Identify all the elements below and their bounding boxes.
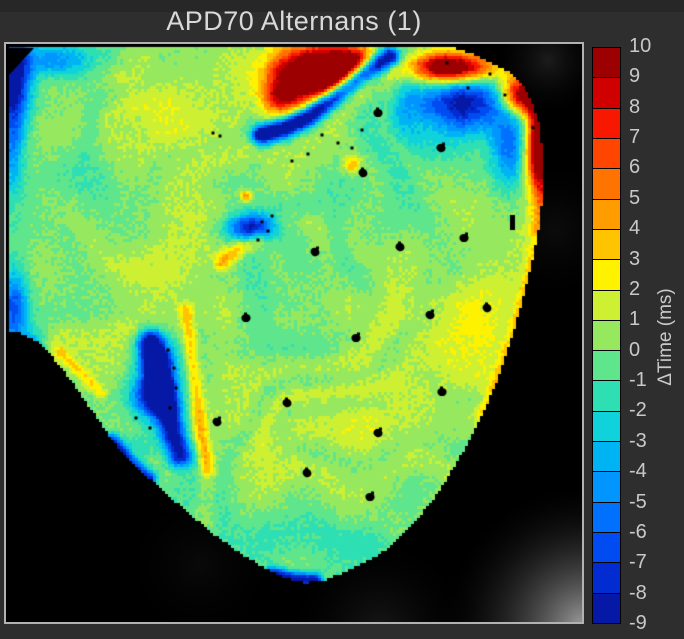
colorbar-segment [593,107,620,138]
colorbar-segment [593,441,620,472]
colorbar-tick-label: -8 [629,581,647,604]
colorbar-segment [593,198,620,229]
colorbar-tick-label: 2 [629,277,641,300]
colorbar-tick-label: 4 [629,217,641,240]
colorbar-segment [593,319,620,351]
colorbar-tick-label: -5 [629,490,647,513]
colorbar-tick-label: -7 [629,551,647,574]
colorbar-segment [593,350,620,381]
colorbar-tick-label: 8 [629,95,641,118]
colorbar-tick-label: -6 [629,520,647,543]
colorbar-segment [593,137,620,169]
top-strip [0,0,684,12]
chart-title: APD70 Alternans (1) [166,5,422,36]
colorbar-segment [593,289,620,320]
colorbar-segment [593,592,620,623]
colorbar-tick-label: -1 [629,369,647,392]
colorbar-segment [593,532,620,563]
colorbar-tick-label: 6 [629,156,641,179]
colorbar-tick-label: 7 [629,126,641,149]
colorbar-tick-label: 3 [629,247,641,270]
colorbar-tick-label: -4 [629,460,647,483]
colorbar-segment [593,48,620,78]
colorbar-tick-label: -3 [629,429,647,452]
title-bar: APD70 Alternans (1) [6,0,582,42]
heatmap-canvas[interactable] [6,44,582,622]
colorbar-segment [593,471,620,502]
colorbar-axis-label: ΔTime (ms) [655,288,676,386]
colorbar-tick-label: 1 [629,308,641,331]
colorbar-segment [593,501,620,532]
colorbar-tick-label: -9 [629,612,647,635]
colorbar-segment [593,228,620,260]
colorbar-tick-label: 5 [629,186,641,209]
heatmap-frame [4,42,584,624]
colorbar-segment [593,410,620,442]
colorbar-segment [593,77,620,108]
colorbar-segment [593,562,620,593]
colorbar-segment [593,380,620,411]
colorbar-segment [593,168,620,199]
colorbar-tick-label: 10 [629,35,652,58]
colorbar-tick-label: 0 [629,338,641,361]
colorbar [592,47,621,624]
colorbar-tick-label: -2 [629,399,647,422]
colorbar-tick-label: 9 [629,65,641,88]
colorbar-segment [593,259,620,290]
